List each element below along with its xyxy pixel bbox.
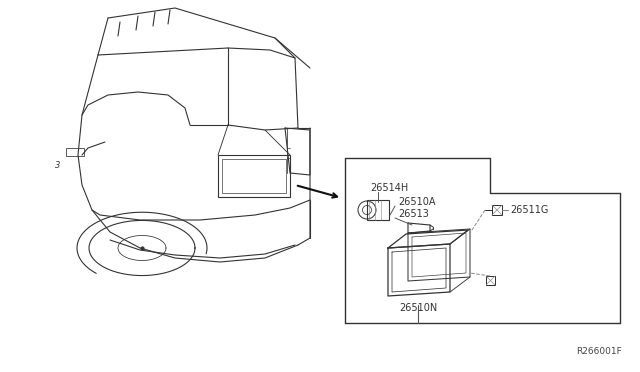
Bar <box>222 159 286 193</box>
Bar <box>486 276 495 285</box>
Text: R266001F: R266001F <box>576 347 622 356</box>
Text: 26510A: 26510A <box>398 197 435 207</box>
Bar <box>218 155 290 197</box>
Bar <box>492 205 502 215</box>
Text: 3: 3 <box>55 160 61 170</box>
Text: 26513: 26513 <box>398 209 429 219</box>
Text: 26510N: 26510N <box>399 303 437 313</box>
Text: 26511G: 26511G <box>510 205 548 215</box>
Bar <box>367 200 389 220</box>
Text: 26514H: 26514H <box>370 183 408 193</box>
Bar <box>66 148 84 156</box>
